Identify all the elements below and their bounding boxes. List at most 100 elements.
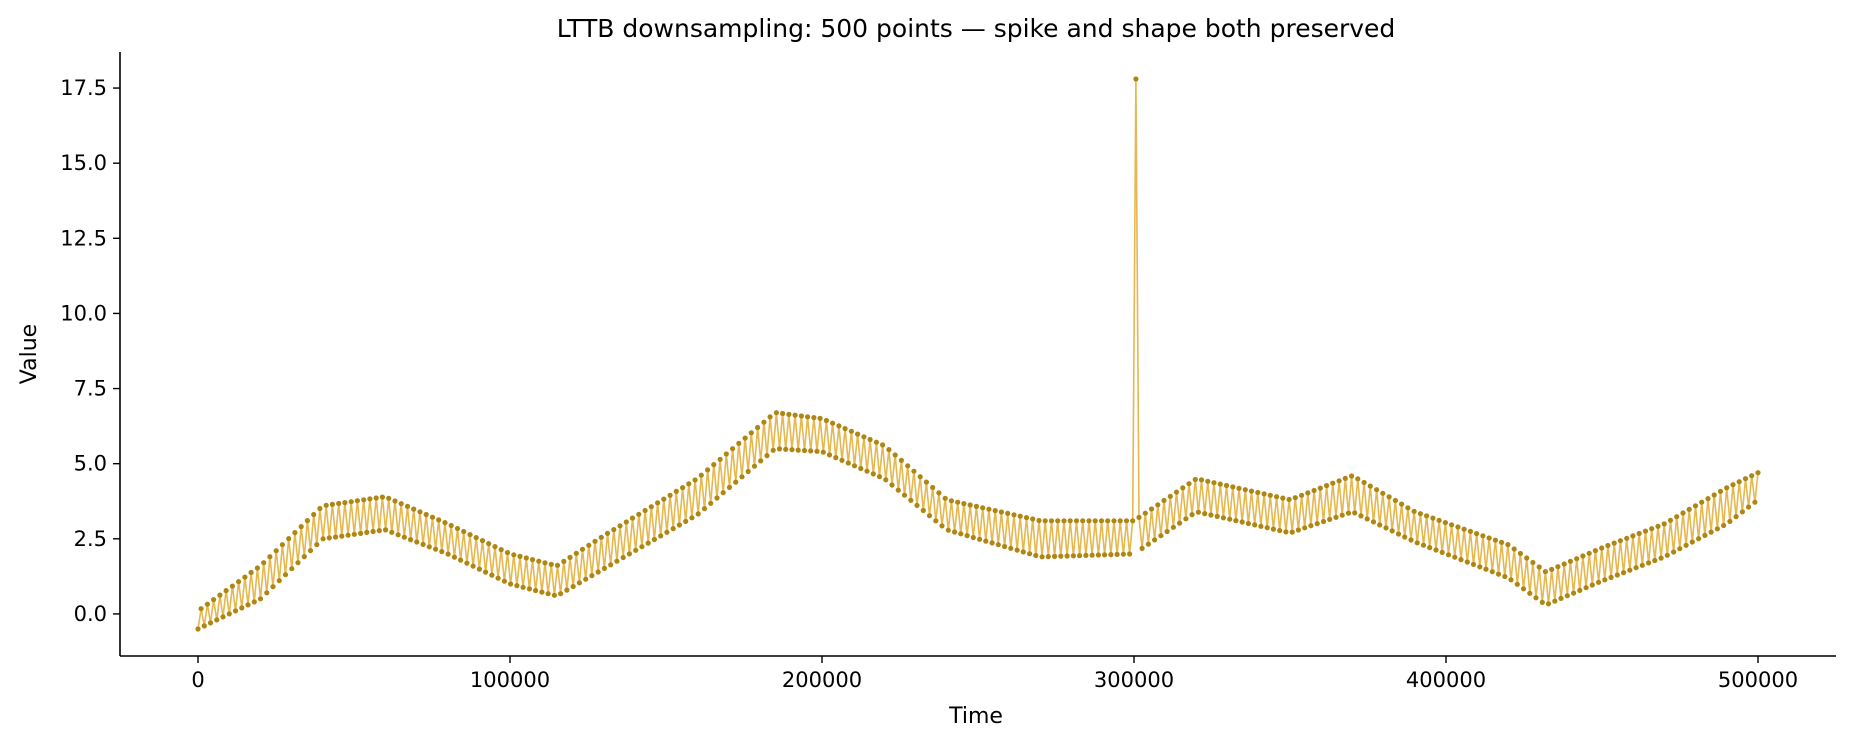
data-point [945,527,951,533]
data-point [492,544,498,550]
data-point [1033,552,1039,559]
data-point [1408,537,1414,543]
data-point [1180,485,1186,491]
data-point [1452,554,1458,560]
data-point [454,525,461,532]
data-point [955,499,961,505]
data-point [742,435,748,441]
data-point [820,449,826,455]
data-point [1192,476,1198,483]
data-point [983,538,989,544]
data-point [1567,558,1573,564]
data-point [1633,565,1639,571]
data-point [1627,567,1633,573]
data-point [639,544,645,550]
data-point [998,509,1005,515]
data-point [789,447,795,453]
data-point [1736,479,1742,485]
data-point [1474,531,1480,537]
data-point [267,554,273,560]
data-point [236,579,242,585]
data-point [1414,540,1420,546]
data-point [1727,518,1733,525]
data-point [673,488,679,494]
data-point [1721,522,1727,529]
data-point [939,523,945,529]
data-point [1352,510,1358,516]
data-point [1055,518,1061,524]
data-point [1746,504,1752,510]
data-point [1017,513,1023,519]
data-point [1589,582,1595,588]
data-point [1248,488,1255,494]
data-point [1420,542,1427,548]
data-point [1486,535,1492,541]
data-point [239,605,245,611]
data-point [458,557,464,563]
data-point [229,583,235,589]
ticks: 0 100000 200000 300000 400000 500000 0.0 2.5 5.0… [60,76,1798,692]
data-point [1286,496,1292,503]
data-point [1724,485,1730,491]
data-point [595,569,601,575]
data-point [270,584,276,590]
data-point [895,487,901,493]
data-point [1630,533,1636,539]
data-point [1520,586,1527,592]
data-point [1417,511,1423,517]
data-point [1680,510,1686,516]
data-point [1095,552,1101,558]
data-point [695,511,701,517]
data-point [361,497,367,503]
data-point [1223,482,1230,489]
data-point [692,477,698,483]
data-point [1048,518,1055,524]
data-point [1367,483,1373,489]
data-point [942,495,948,501]
data-point [1308,523,1314,529]
data-point [1277,527,1283,534]
data-point [1195,509,1201,515]
data-point [636,511,642,517]
data-point [973,503,980,509]
data-point [645,540,651,546]
data-point [501,578,507,584]
data-point [1539,599,1545,606]
data-point [1445,552,1452,558]
data-point [608,562,614,568]
data-point [1399,501,1405,507]
y-tick-label: 17.5 [60,76,107,100]
data-point [1708,529,1714,535]
data-point [795,447,801,453]
data-point [1283,529,1289,535]
data-point [1671,549,1677,555]
data-point [336,500,342,507]
data-point [1467,528,1473,535]
data-point [1245,520,1251,527]
data-point [1558,595,1564,602]
data-point [1011,512,1017,518]
data-point [1449,522,1455,528]
data-point [1292,495,1298,501]
data-point [1330,480,1336,486]
data-point [1571,590,1577,596]
data-point [880,442,886,448]
data-point [1430,515,1436,521]
data-point [1664,552,1670,558]
data-point [564,587,570,593]
data-point [1027,551,1033,557]
data-point [648,504,654,510]
data-point [926,513,933,519]
data-point [826,452,833,458]
data-point [989,540,995,546]
data-point [842,426,848,432]
data-point [883,477,889,483]
data-point [314,542,320,548]
data-point [307,548,314,554]
data-point [1536,564,1542,570]
data-point [1267,492,1273,498]
data-point [1208,512,1214,518]
data-point [845,460,851,466]
data-point [1552,598,1558,604]
